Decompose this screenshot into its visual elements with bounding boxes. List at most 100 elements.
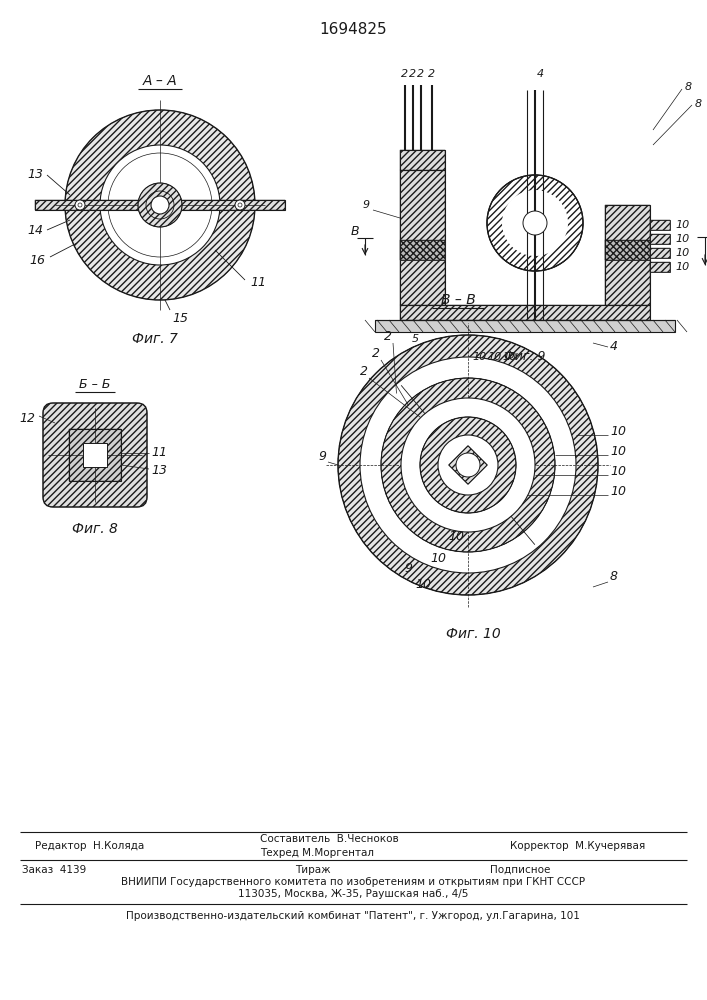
Text: Заказ  4139: Заказ 4139 [22, 865, 86, 875]
Bar [400, 170, 445, 305]
Text: Составитель  В.Чесноков: Составитель В.Чесноков [260, 834, 399, 844]
Text: Подписное: Подписное [490, 865, 550, 875]
Text: 10: 10 [675, 248, 689, 258]
Circle shape [138, 183, 182, 227]
Text: 9: 9 [363, 200, 370, 210]
Text: 2: 2 [402, 69, 409, 79]
Text: 10: 10 [675, 234, 689, 244]
Text: 10: 10 [675, 220, 689, 230]
Text: 4: 4 [537, 69, 544, 79]
Text: 8: 8 [685, 82, 692, 92]
Circle shape [523, 211, 547, 235]
Bar [69, 429, 121, 481]
Circle shape [235, 200, 245, 210]
Circle shape [456, 453, 480, 477]
Text: 10: 10 [473, 352, 487, 362]
Bar [605, 240, 650, 260]
Text: 11: 11 [151, 446, 167, 458]
Bar [400, 170, 445, 305]
Text: В – В: В – В [440, 293, 475, 307]
Circle shape [420, 417, 516, 513]
Bar [650, 262, 670, 272]
Text: 10: 10 [488, 352, 502, 362]
Polygon shape [449, 446, 487, 484]
Text: ВНИИПИ Государственного комитета по изобретениям и открытиям при ГКНТ СССР: ВНИИПИ Государственного комитета по изоб… [121, 877, 585, 887]
Circle shape [151, 196, 169, 214]
Text: 4: 4 [610, 340, 618, 353]
Text: 5: 5 [411, 334, 419, 344]
Text: Техред М.Моргентал: Техред М.Моргентал [260, 848, 374, 858]
Text: 2: 2 [372, 347, 380, 360]
Bar [400, 305, 650, 320]
Circle shape [75, 200, 85, 210]
Text: 10: 10 [468, 508, 484, 521]
Circle shape [381, 378, 555, 552]
Text: 9: 9 [318, 450, 326, 463]
Text: Фиг. 9: Фиг. 9 [504, 350, 546, 363]
Text: 9: 9 [404, 562, 412, 575]
Text: Производственно-издательский комбинат "Патент", г. Ужгород, ул.Гагарина, 101: Производственно-издательский комбинат "П… [126, 911, 580, 921]
Text: Фиг. 7: Фиг. 7 [132, 332, 178, 346]
Text: 15: 15 [172, 312, 188, 325]
Bar [650, 248, 670, 258]
Bar [650, 220, 670, 230]
FancyBboxPatch shape [43, 403, 147, 507]
Bar [650, 220, 670, 230]
Bar [400, 240, 445, 260]
Bar [400, 305, 650, 320]
Text: Фиг. 10: Фиг. 10 [445, 627, 501, 641]
Text: 8: 8 [695, 99, 702, 109]
Text: 10: 10 [610, 465, 626, 478]
Text: Редактор  Н.Коляда: Редактор Н.Коляда [35, 841, 144, 851]
Text: 13: 13 [27, 168, 43, 182]
Text: Фиг. 8: Фиг. 8 [72, 522, 118, 536]
Bar [400, 150, 445, 170]
Circle shape [360, 357, 576, 573]
Text: А – А: А – А [143, 74, 177, 88]
Text: Б – Б: Б – Б [79, 378, 111, 391]
Bar [605, 205, 650, 305]
Text: 10: 10 [610, 425, 626, 438]
Text: Корректор  М.Кучерявая: Корректор М.Кучерявая [510, 841, 645, 851]
Circle shape [438, 435, 498, 495]
Bar [605, 205, 650, 305]
Bar [650, 262, 670, 272]
Text: 16: 16 [29, 253, 45, 266]
Bar [400, 240, 445, 260]
Text: 10: 10 [610, 485, 626, 498]
Text: 2: 2 [409, 69, 416, 79]
Text: В: В [351, 225, 359, 238]
Text: 8: 8 [610, 570, 618, 583]
Circle shape [338, 335, 598, 595]
Bar [650, 248, 670, 258]
Text: 2: 2 [384, 330, 392, 343]
Bar [83, 443, 107, 467]
Bar [35, 200, 285, 210]
Text: 2: 2 [360, 365, 368, 378]
Bar [35, 200, 285, 210]
Text: 10: 10 [448, 530, 464, 543]
Circle shape [65, 110, 255, 300]
Bar [650, 234, 670, 244]
Text: Тираж: Тираж [295, 865, 331, 875]
Text: 1694825: 1694825 [319, 22, 387, 37]
Circle shape [487, 175, 583, 271]
Text: 14: 14 [27, 224, 43, 236]
Text: 2: 2 [428, 69, 436, 79]
Bar [400, 150, 445, 170]
Text: 13: 13 [151, 464, 167, 477]
Text: 113035, Москва, Ж-35, Раушская наб., 4/5: 113035, Москва, Ж-35, Раушская наб., 4/5 [238, 889, 468, 899]
Text: 10: 10 [430, 552, 446, 565]
Bar [69, 429, 121, 481]
Text: 12: 12 [19, 412, 35, 424]
Text: 10: 10 [503, 352, 517, 362]
Bar [650, 234, 670, 244]
Circle shape [502, 190, 568, 256]
Text: 10: 10 [415, 578, 431, 591]
Text: 10: 10 [675, 262, 689, 272]
Bar [605, 240, 650, 260]
Text: 11: 11 [250, 276, 266, 290]
Circle shape [401, 398, 535, 532]
Bar [375, 320, 675, 332]
Text: 10: 10 [610, 445, 626, 458]
